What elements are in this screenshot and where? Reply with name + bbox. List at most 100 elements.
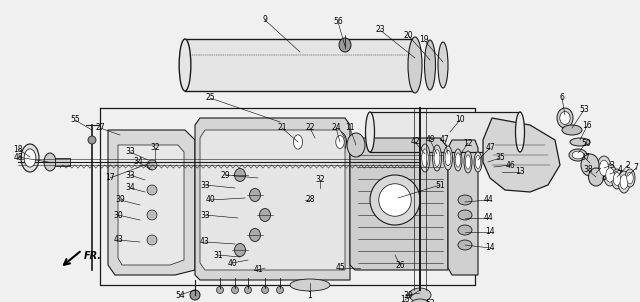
Ellipse shape xyxy=(408,37,422,93)
Ellipse shape xyxy=(458,225,472,235)
Text: 38: 38 xyxy=(583,165,593,175)
Text: 27: 27 xyxy=(95,124,105,133)
Ellipse shape xyxy=(438,42,448,88)
Text: 17: 17 xyxy=(105,174,115,182)
Ellipse shape xyxy=(474,152,482,172)
Text: 34: 34 xyxy=(125,184,135,192)
Text: 35: 35 xyxy=(495,153,505,162)
Text: 43: 43 xyxy=(113,236,123,245)
Ellipse shape xyxy=(307,134,323,142)
Text: 23: 23 xyxy=(375,25,385,34)
Text: 8: 8 xyxy=(602,172,606,182)
Ellipse shape xyxy=(464,151,472,173)
Ellipse shape xyxy=(410,299,430,302)
Text: 53: 53 xyxy=(579,105,589,114)
Ellipse shape xyxy=(259,208,271,221)
Text: 37: 37 xyxy=(580,153,590,162)
Text: 20: 20 xyxy=(403,31,413,40)
Ellipse shape xyxy=(444,146,452,170)
Text: 46: 46 xyxy=(505,160,515,169)
Ellipse shape xyxy=(333,132,346,152)
Ellipse shape xyxy=(627,172,633,184)
Ellipse shape xyxy=(618,171,630,193)
Text: 41: 41 xyxy=(253,265,263,275)
Ellipse shape xyxy=(422,149,428,167)
Ellipse shape xyxy=(262,287,269,294)
Text: 51: 51 xyxy=(435,181,445,189)
Ellipse shape xyxy=(458,195,472,205)
Text: 4: 4 xyxy=(618,165,623,175)
Text: 9: 9 xyxy=(262,15,268,24)
Text: 47: 47 xyxy=(440,136,450,144)
Ellipse shape xyxy=(250,188,260,201)
Ellipse shape xyxy=(606,168,614,182)
Ellipse shape xyxy=(147,160,157,170)
Text: 15: 15 xyxy=(400,295,410,302)
Ellipse shape xyxy=(572,151,584,159)
Text: 55: 55 xyxy=(70,115,80,124)
Ellipse shape xyxy=(250,229,260,242)
Ellipse shape xyxy=(476,156,481,169)
Ellipse shape xyxy=(445,150,451,166)
Text: 48: 48 xyxy=(13,153,23,162)
Ellipse shape xyxy=(458,240,472,250)
Ellipse shape xyxy=(381,186,409,214)
Text: 22: 22 xyxy=(305,124,315,133)
Text: 49: 49 xyxy=(425,136,435,144)
Polygon shape xyxy=(195,118,350,280)
Text: 21: 21 xyxy=(277,124,287,133)
Text: 24: 24 xyxy=(331,124,341,133)
Ellipse shape xyxy=(611,169,623,189)
Text: 43: 43 xyxy=(200,237,210,246)
Text: 11: 11 xyxy=(345,124,355,133)
Text: 6: 6 xyxy=(559,94,564,102)
Text: 39: 39 xyxy=(115,195,125,204)
Ellipse shape xyxy=(234,243,246,256)
Text: 28: 28 xyxy=(305,195,315,204)
Ellipse shape xyxy=(424,40,435,90)
Ellipse shape xyxy=(570,138,590,146)
Ellipse shape xyxy=(370,175,420,225)
Polygon shape xyxy=(370,112,520,152)
Text: 33: 33 xyxy=(125,171,135,179)
Text: 47: 47 xyxy=(485,143,495,153)
Text: 18: 18 xyxy=(13,144,23,153)
Text: 13: 13 xyxy=(515,168,525,176)
Ellipse shape xyxy=(434,149,440,166)
Ellipse shape xyxy=(560,111,570,124)
Ellipse shape xyxy=(276,287,284,294)
Text: 29: 29 xyxy=(220,171,230,179)
Text: 25: 25 xyxy=(205,94,215,102)
Ellipse shape xyxy=(290,279,330,291)
Ellipse shape xyxy=(456,153,461,167)
Ellipse shape xyxy=(569,149,587,161)
Text: 12: 12 xyxy=(463,139,473,147)
Ellipse shape xyxy=(234,169,246,182)
Ellipse shape xyxy=(581,154,599,176)
Text: 32: 32 xyxy=(150,143,160,153)
Text: 33: 33 xyxy=(200,210,210,220)
Text: FR.: FR. xyxy=(84,251,102,261)
Ellipse shape xyxy=(409,288,431,302)
Text: 42: 42 xyxy=(410,137,420,146)
Ellipse shape xyxy=(44,153,56,171)
Ellipse shape xyxy=(24,149,36,167)
Ellipse shape xyxy=(515,112,525,152)
Ellipse shape xyxy=(147,210,157,220)
Ellipse shape xyxy=(420,144,430,172)
Text: 33: 33 xyxy=(125,147,135,156)
Ellipse shape xyxy=(365,112,374,152)
Text: 31: 31 xyxy=(213,250,223,259)
Ellipse shape xyxy=(347,133,365,157)
Ellipse shape xyxy=(88,136,96,144)
Ellipse shape xyxy=(244,287,252,294)
Ellipse shape xyxy=(620,175,628,189)
Text: 30: 30 xyxy=(113,210,123,220)
Polygon shape xyxy=(118,145,184,265)
Ellipse shape xyxy=(613,172,621,185)
Ellipse shape xyxy=(216,287,223,294)
Polygon shape xyxy=(55,158,70,166)
Text: 3: 3 xyxy=(609,160,614,169)
Ellipse shape xyxy=(458,210,472,220)
Ellipse shape xyxy=(589,168,604,186)
